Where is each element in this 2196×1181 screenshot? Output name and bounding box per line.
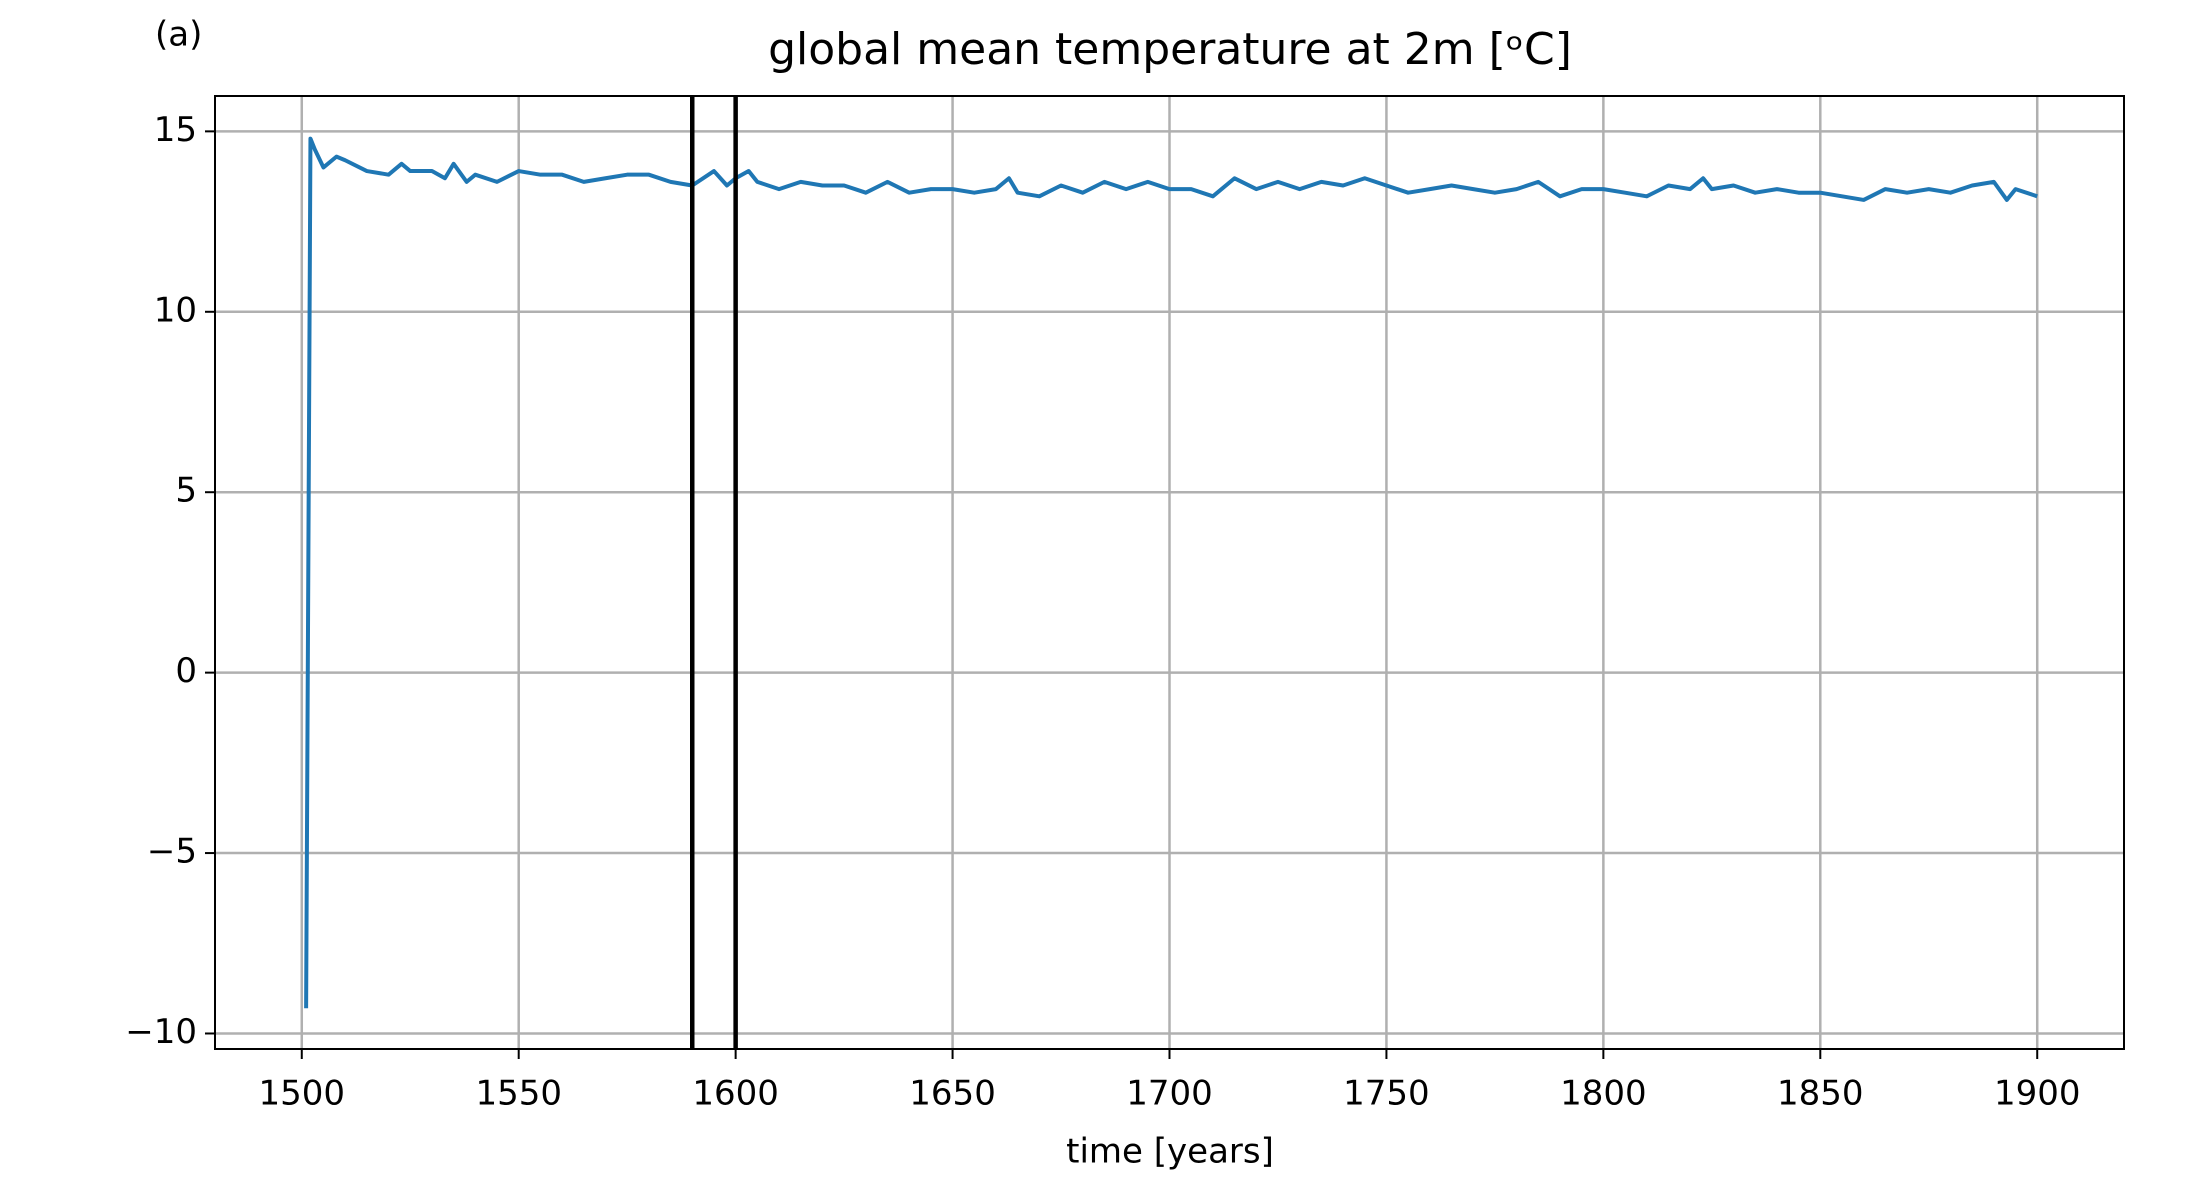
y-tick-label: −10: [125, 1012, 197, 1052]
x-tick-label: 1550: [475, 1074, 562, 1114]
data-line: [304, 136, 2038, 1009]
x-tick-label: 1900: [1994, 1074, 2081, 1114]
x-tick-label: 1650: [909, 1074, 996, 1114]
x-tick-label: 1750: [1343, 1074, 1430, 1114]
y-tick-label: 5: [175, 471, 197, 511]
x-tick-label: 1850: [1777, 1074, 1864, 1114]
y-tick-label: 15: [154, 110, 197, 150]
y-tick-label: 10: [154, 290, 197, 330]
panel-label: (a): [155, 15, 202, 55]
chart-title: global mean temperature at 2m [ᵒC]: [768, 24, 1572, 75]
x-axis-label: time [years]: [1066, 1132, 1274, 1172]
x-tick-label: 1500: [259, 1074, 346, 1114]
y-tick-label: 0: [175, 651, 197, 691]
x-tick-label: 1700: [1126, 1074, 1213, 1114]
x-tick-label: 1800: [1560, 1074, 1647, 1114]
plot-frame: [214, 95, 2125, 1050]
y-tick-label: −5: [147, 832, 197, 872]
x-tick-label: 1600: [692, 1074, 779, 1114]
